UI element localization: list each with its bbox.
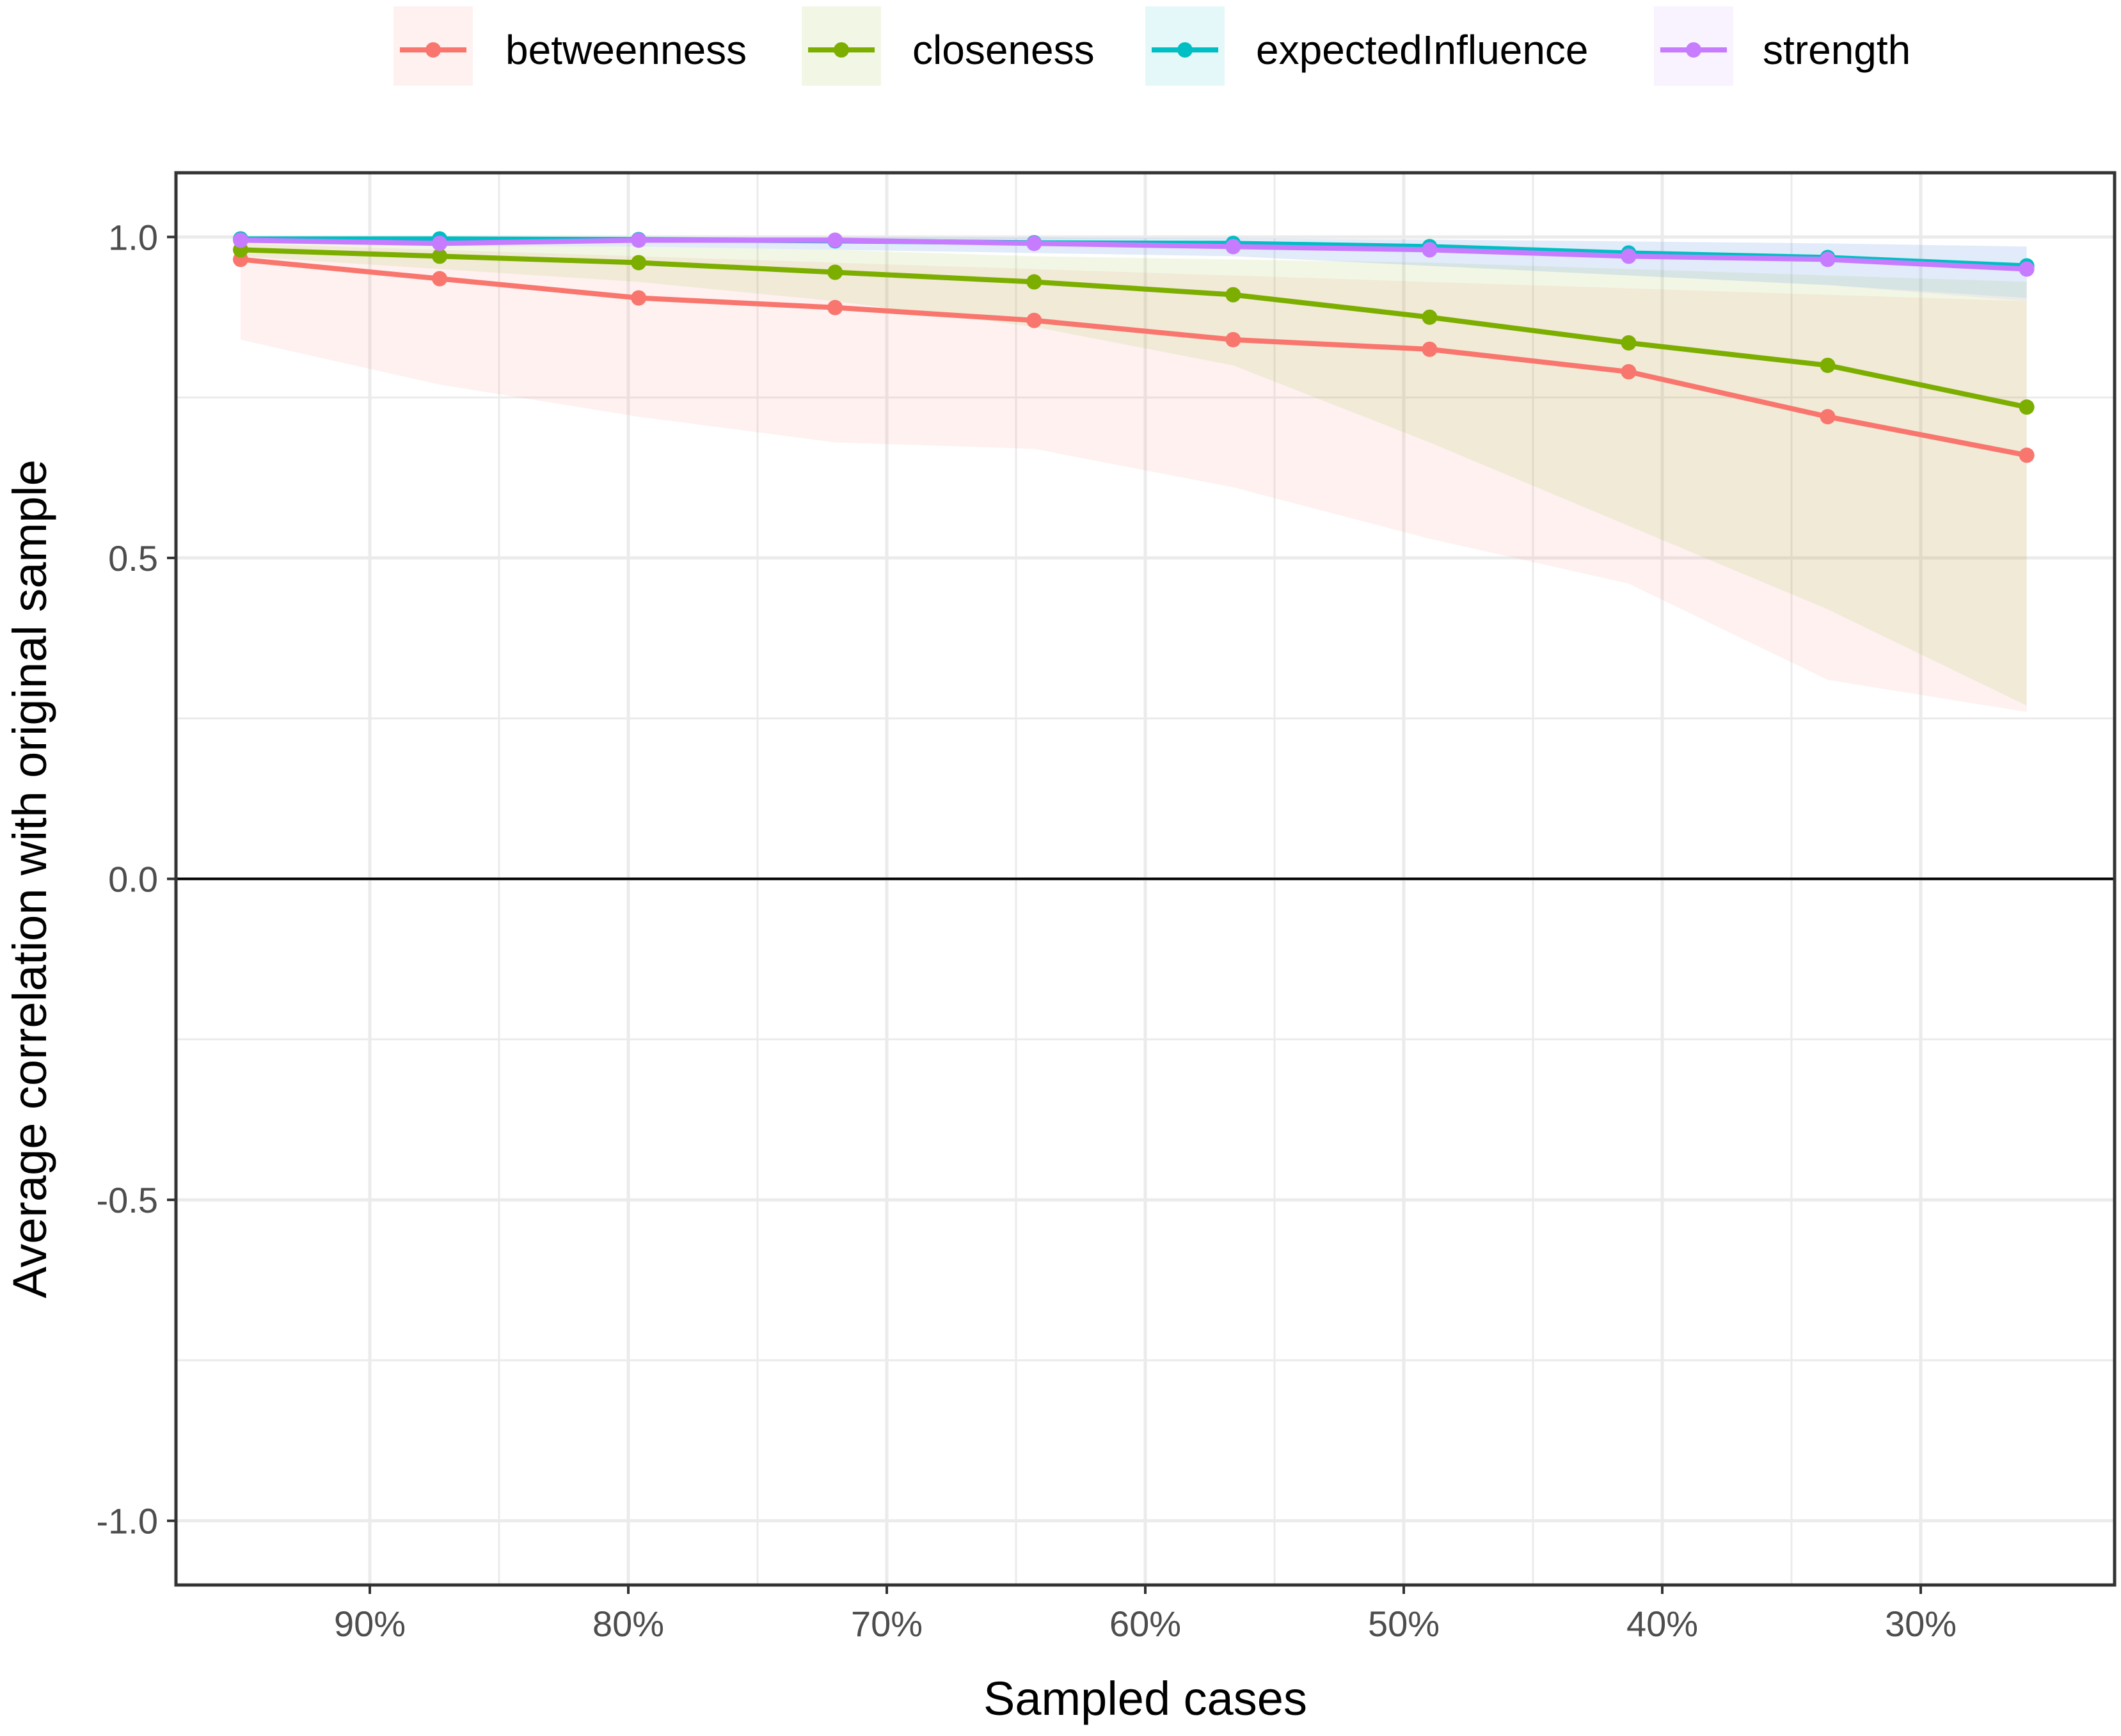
- x-axis-ticks: 90% 80% 70% 60% 50% 40% 30%: [334, 1585, 1957, 1644]
- point-strength: [1820, 251, 1836, 267]
- point-betweenness: [1422, 341, 1438, 357]
- point-strength: [2019, 261, 2035, 277]
- series-strength: [233, 232, 2035, 277]
- point-betweenness: [827, 299, 843, 315]
- point-strength: [827, 232, 843, 248]
- point-closeness: [432, 248, 448, 264]
- ribbon-betweenness: [241, 243, 2027, 712]
- point-closeness: [1026, 274, 1042, 290]
- x-tick-label: 90%: [334, 1604, 406, 1644]
- point-strength: [1225, 239, 1241, 255]
- series-lines: [233, 231, 2035, 463]
- point-strength: [1422, 242, 1438, 258]
- x-tick-label: 70%: [851, 1604, 923, 1644]
- point-strength: [233, 232, 248, 248]
- y-tick-label: 0.0: [108, 859, 158, 900]
- point-betweenness: [1225, 331, 1241, 347]
- point-closeness: [1225, 287, 1241, 303]
- y-tick-label: -1.0: [97, 1501, 159, 1541]
- ribbon-closeness: [241, 243, 2027, 706]
- line-strength: [240, 237, 2027, 272]
- legend-key-point-betweenness: [425, 42, 441, 58]
- line-betweenness: [240, 257, 2028, 458]
- point-strength: [1026, 235, 1042, 251]
- point-strength: [1621, 248, 1637, 264]
- point-closeness: [1422, 309, 1438, 325]
- legend: betweenness closeness expectedInfluence …: [393, 6, 1910, 86]
- legend-label-strength: strength: [1763, 27, 1910, 73]
- point-betweenness: [631, 290, 647, 306]
- legend-label-closeness: closeness: [912, 27, 1095, 73]
- y-tick-label: 1.0: [108, 217, 158, 257]
- y-tick-label: 0.5: [108, 538, 158, 578]
- legend-key-point-strength: [1686, 42, 1701, 58]
- point-closeness: [1820, 357, 1836, 373]
- y-axis-ticks: 1.0 0.5 0.0 -0.5 -1.0: [97, 217, 176, 1541]
- point-closeness: [1621, 335, 1637, 351]
- legend-key-point-closeness: [834, 42, 849, 58]
- legend-label-betweenness: betweenness: [505, 27, 747, 73]
- y-axis-title: Average correlation with original sample: [3, 459, 56, 1298]
- x-axis-title: Sampled cases: [983, 1672, 1307, 1725]
- point-betweenness: [432, 271, 448, 287]
- x-tick-label: 30%: [1885, 1604, 1957, 1644]
- point-betweenness: [1026, 312, 1042, 328]
- legend-key-point-expectedinfluence: [1177, 42, 1193, 58]
- x-tick-label: 50%: [1368, 1604, 1440, 1644]
- x-tick-label: 60%: [1109, 1604, 1181, 1644]
- point-strength: [631, 232, 647, 248]
- point-strength: [432, 235, 448, 251]
- point-closeness: [827, 264, 843, 280]
- series-betweenness: [233, 251, 2035, 463]
- legend-label-expectedinfluence: expectedInfluence: [1256, 27, 1589, 73]
- y-tick-label: -0.5: [97, 1180, 159, 1220]
- series-closeness: [233, 242, 2035, 415]
- x-tick-label: 80%: [592, 1604, 664, 1644]
- legend-item-0: betweenness: [393, 6, 747, 86]
- legend-item-1: closeness: [802, 6, 1095, 86]
- legend-item-2: expectedInfluence: [1145, 6, 1589, 86]
- point-closeness: [2019, 399, 2035, 415]
- line-closeness: [240, 247, 2028, 410]
- point-betweenness: [1820, 409, 1836, 425]
- point-betweenness: [1621, 363, 1637, 379]
- legend-item-3: strength: [1654, 6, 1910, 86]
- x-tick-label: 40%: [1626, 1604, 1698, 1644]
- point-closeness: [631, 255, 647, 271]
- point-betweenness: [2019, 447, 2035, 463]
